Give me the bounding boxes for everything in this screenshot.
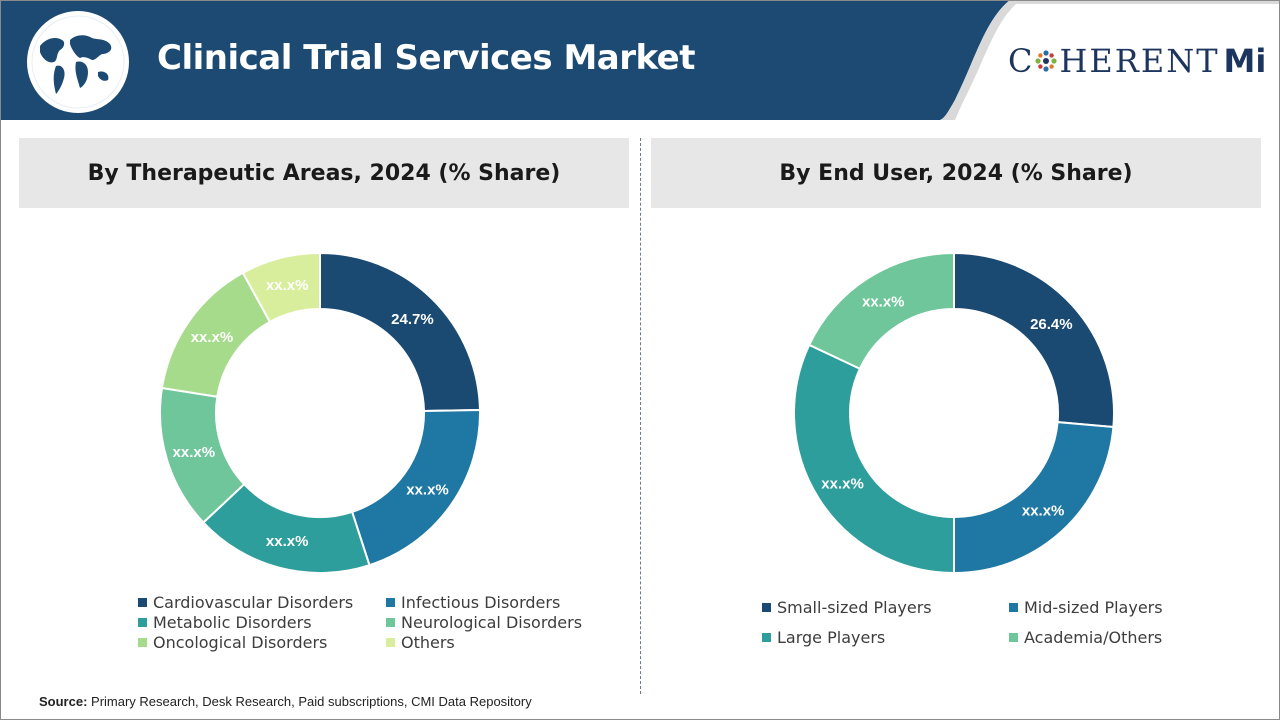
slice-label-large-players: xx.x% xyxy=(821,476,864,493)
therapeutic-areas-donut-svg: 24.7% xx.x% xx.x% xx.x% xx.x% xx.x% xyxy=(159,251,481,574)
legend-swatch xyxy=(386,617,395,627)
legend-label: Oncological Disorders xyxy=(153,632,328,652)
legend-label: Others xyxy=(401,632,455,652)
legend-swatch xyxy=(138,617,147,627)
legend-item-neurological-disorders: Neurological Disorders xyxy=(386,612,606,632)
panel-divider xyxy=(640,138,641,694)
therapeutic-areas-donut: 24.7% xx.x% xx.x% xx.x% xx.x% xx.x% xyxy=(140,230,500,590)
legend-item-academia-others: Academia/Others xyxy=(1009,627,1209,647)
therapeutic-areas-legend: Cardiovascular Disorders Infectious Disor… xyxy=(138,592,606,652)
logo-letter: C xyxy=(1008,42,1034,80)
slice-label-neurological-disorders: xx.x% xyxy=(173,444,216,461)
left-chart-title: By Therapeutic Areas, 2024 (% Share) xyxy=(19,138,629,208)
legend-label: Infectious Disorders xyxy=(401,592,561,612)
legend-label: Large Players xyxy=(777,627,886,647)
slice-label-infectious-disorders: xx.x% xyxy=(406,482,449,499)
logo-dot-icon xyxy=(1035,50,1058,72)
legend-swatch xyxy=(138,637,147,647)
legend-item-small-sized-players: Small-sized Players xyxy=(762,597,1009,617)
legend-label: Cardiovascular Disorders xyxy=(153,592,354,612)
legend-label: Neurological Disorders xyxy=(401,612,583,632)
source-text: Primary Research, Desk Research, Paid su… xyxy=(87,694,532,709)
logo-text: HERENT xyxy=(1059,42,1220,80)
legend-label: Metabolic Disorders xyxy=(153,612,312,632)
coherentmi-logo: C HERENT Mi xyxy=(1008,40,1266,82)
donut-slice-cardiovascular-disorders xyxy=(319,251,481,413)
legend-label: Mid-sized Players xyxy=(1024,597,1163,617)
legend-item-mid-sized-players: Mid-sized Players xyxy=(1009,597,1209,617)
slice-label-oncological-disorders: xx.x% xyxy=(191,329,234,346)
legend-swatch xyxy=(762,632,771,642)
donut-slice-others xyxy=(241,251,321,324)
slice-label-academia-others: xx.x% xyxy=(862,294,905,311)
legend-item-metabolic-disorders: Metabolic Disorders xyxy=(138,612,386,632)
end-user-legend: Small-sized Players Mid-sized Players Larg… xyxy=(762,597,1209,647)
legend-swatch xyxy=(138,597,147,607)
legend-swatch xyxy=(1009,602,1018,612)
header-banner xyxy=(0,0,1280,120)
end-user-donut-svg: 26.4% xx.x% xx.x% xx.x% xyxy=(793,251,1115,575)
logo-mi: Mi xyxy=(1223,42,1267,80)
right-chart-title: By End User, 2024 (% Share) xyxy=(651,138,1261,208)
slice-label-small-sized-players: 26.4% xyxy=(1030,316,1073,333)
donut-slice-large-players xyxy=(793,343,955,575)
legend-swatch xyxy=(386,637,395,647)
legend-label: Small-sized Players xyxy=(777,597,932,617)
source-note: Source: Primary Research, Desk Research,… xyxy=(39,694,532,709)
donut-slice-small-sized-players xyxy=(953,251,1115,429)
legend-item-infectious-disorders: Infectious Disorders xyxy=(386,592,606,612)
legend-label: Academia/Others xyxy=(1024,627,1163,647)
page-title: Clinical Trial Services Market xyxy=(157,38,696,78)
legend-item-cardiovascular-disorders: Cardiovascular Disorders xyxy=(138,592,386,612)
legend-item-large-players: Large Players xyxy=(762,627,1009,647)
legend-swatch xyxy=(386,597,395,607)
source-label: Source: xyxy=(39,694,88,709)
slice-label-mid-sized-players: xx.x% xyxy=(1022,502,1065,519)
legend-swatch xyxy=(1009,632,1018,642)
donut-slice-academia-others xyxy=(807,251,955,371)
slice-label-cardiovascular-disorders: 24.7% xyxy=(391,311,434,328)
legend-item-others: Others xyxy=(386,632,606,652)
end-user-donut: 26.4% xx.x% xx.x% xx.x% xyxy=(774,230,1134,590)
slice-label-others: xx.x% xyxy=(266,277,309,294)
slice-label-metabolic-disorders: xx.x% xyxy=(266,533,309,550)
legend-item-oncological-disorders: Oncological Disorders xyxy=(138,632,386,652)
legend-swatch xyxy=(762,602,771,612)
globe-icon xyxy=(27,11,129,113)
